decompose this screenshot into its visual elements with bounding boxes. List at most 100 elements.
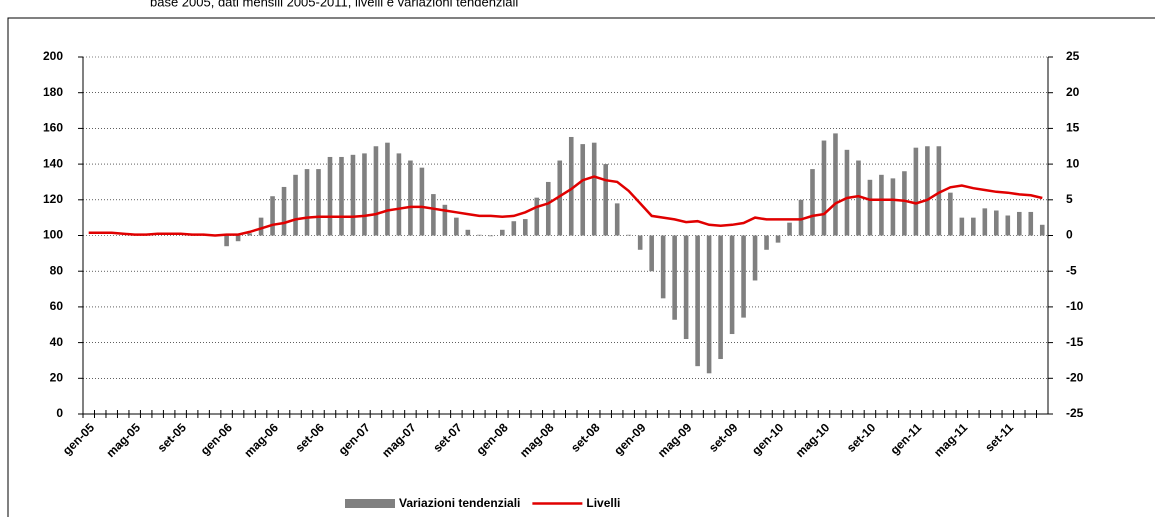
bar [856,160,861,236]
bar [810,169,815,236]
y-tick-label: 160 [43,121,63,135]
x-tick-label: mag-07 [379,420,419,460]
y-tick-label: 120 [43,192,63,206]
bar [304,169,310,236]
bar [258,217,264,236]
bar [902,171,907,236]
x-tick-label: gen-10 [749,420,786,457]
x-tick-label: mag-09 [655,420,695,460]
y2-tick-label: 5 [1066,192,1073,206]
bar [580,144,586,236]
bar [235,235,241,242]
bar [994,210,999,236]
chart-frame [7,17,1155,517]
bar [454,217,459,236]
bar [511,221,517,236]
x-tick-label: mag-06 [241,420,281,460]
bar [465,229,471,236]
bar [396,153,402,236]
bar [948,192,953,236]
bar [614,203,620,236]
y-tick-label: 0 [56,406,63,420]
bar [488,235,494,237]
line [88,175,1043,237]
legend-swatch [345,499,395,508]
bar [787,222,792,236]
bar [844,149,850,236]
bar [706,235,712,374]
bar [867,179,873,236]
bar [1039,224,1045,236]
y2-tick-label: 0 [1066,228,1073,242]
bar [752,235,758,281]
x-tick-label: set-07 [430,420,465,455]
bar [431,194,436,236]
x-tick-label: set-08 [568,420,603,455]
y-tick-label: 140 [43,156,63,170]
bar [568,136,574,236]
bar [419,167,425,236]
bar [603,164,609,236]
bar [477,234,482,236]
y2-tick-label: -10 [1066,299,1084,313]
x-tick-label: gen-09 [611,420,648,457]
bar [327,156,333,236]
bar [270,196,275,236]
bar [925,146,930,236]
bar [373,146,379,236]
bar [971,217,976,236]
x-tick-label: set-11 [982,420,1016,454]
x-tick-label: gen-08 [473,420,510,457]
x-tick-label: mag-05 [103,420,143,460]
x-tick-label: set-10 [844,420,879,455]
bar [660,235,666,299]
bar [534,197,540,236]
y-tick-label: 100 [43,228,63,242]
bar [649,235,654,272]
bar [316,169,321,236]
bar [442,204,448,236]
bar [637,235,643,250]
bar [591,142,597,236]
y2-tick-label: -15 [1066,335,1084,349]
x-tick-label: gen-07 [336,420,373,457]
bar [718,235,723,360]
x-tick-label: gen-05 [60,420,97,457]
bar [890,178,896,236]
bar [672,235,677,320]
bar [557,160,563,236]
bar [1016,211,1022,236]
y-tick-label: 200 [43,49,63,63]
bar [959,217,965,236]
y-tick-label: 60 [50,299,64,313]
bar [281,186,287,236]
bar [879,174,884,236]
legend-label: Variazioni tendenziali [399,496,520,510]
bar [833,133,838,236]
x-tick-label: gen-06 [198,420,235,457]
x-tick-label: set-06 [292,420,327,455]
bar [982,208,988,236]
bar [293,174,298,236]
bar [741,235,746,318]
bar [339,156,344,236]
bar [522,219,528,236]
bar [775,235,781,243]
legend-label: Livelli [586,496,620,510]
bar [247,233,252,236]
bar [350,154,356,236]
y2-tick-label: 15 [1066,121,1080,135]
x-tick-label: set-05 [155,420,190,455]
y2-tick-label: -25 [1066,406,1084,420]
bar [626,234,631,236]
bar [1005,215,1011,236]
bar [408,160,413,236]
y2-tick-label: 25 [1066,49,1080,63]
x-tick-label: set-09 [706,420,741,455]
bar [729,235,735,335]
y-tick-label: 180 [43,85,63,99]
y2-tick-label: -5 [1066,263,1077,277]
y2-tick-label: 10 [1066,156,1080,170]
y2-tick-label: -20 [1066,370,1084,384]
bar [500,229,505,236]
